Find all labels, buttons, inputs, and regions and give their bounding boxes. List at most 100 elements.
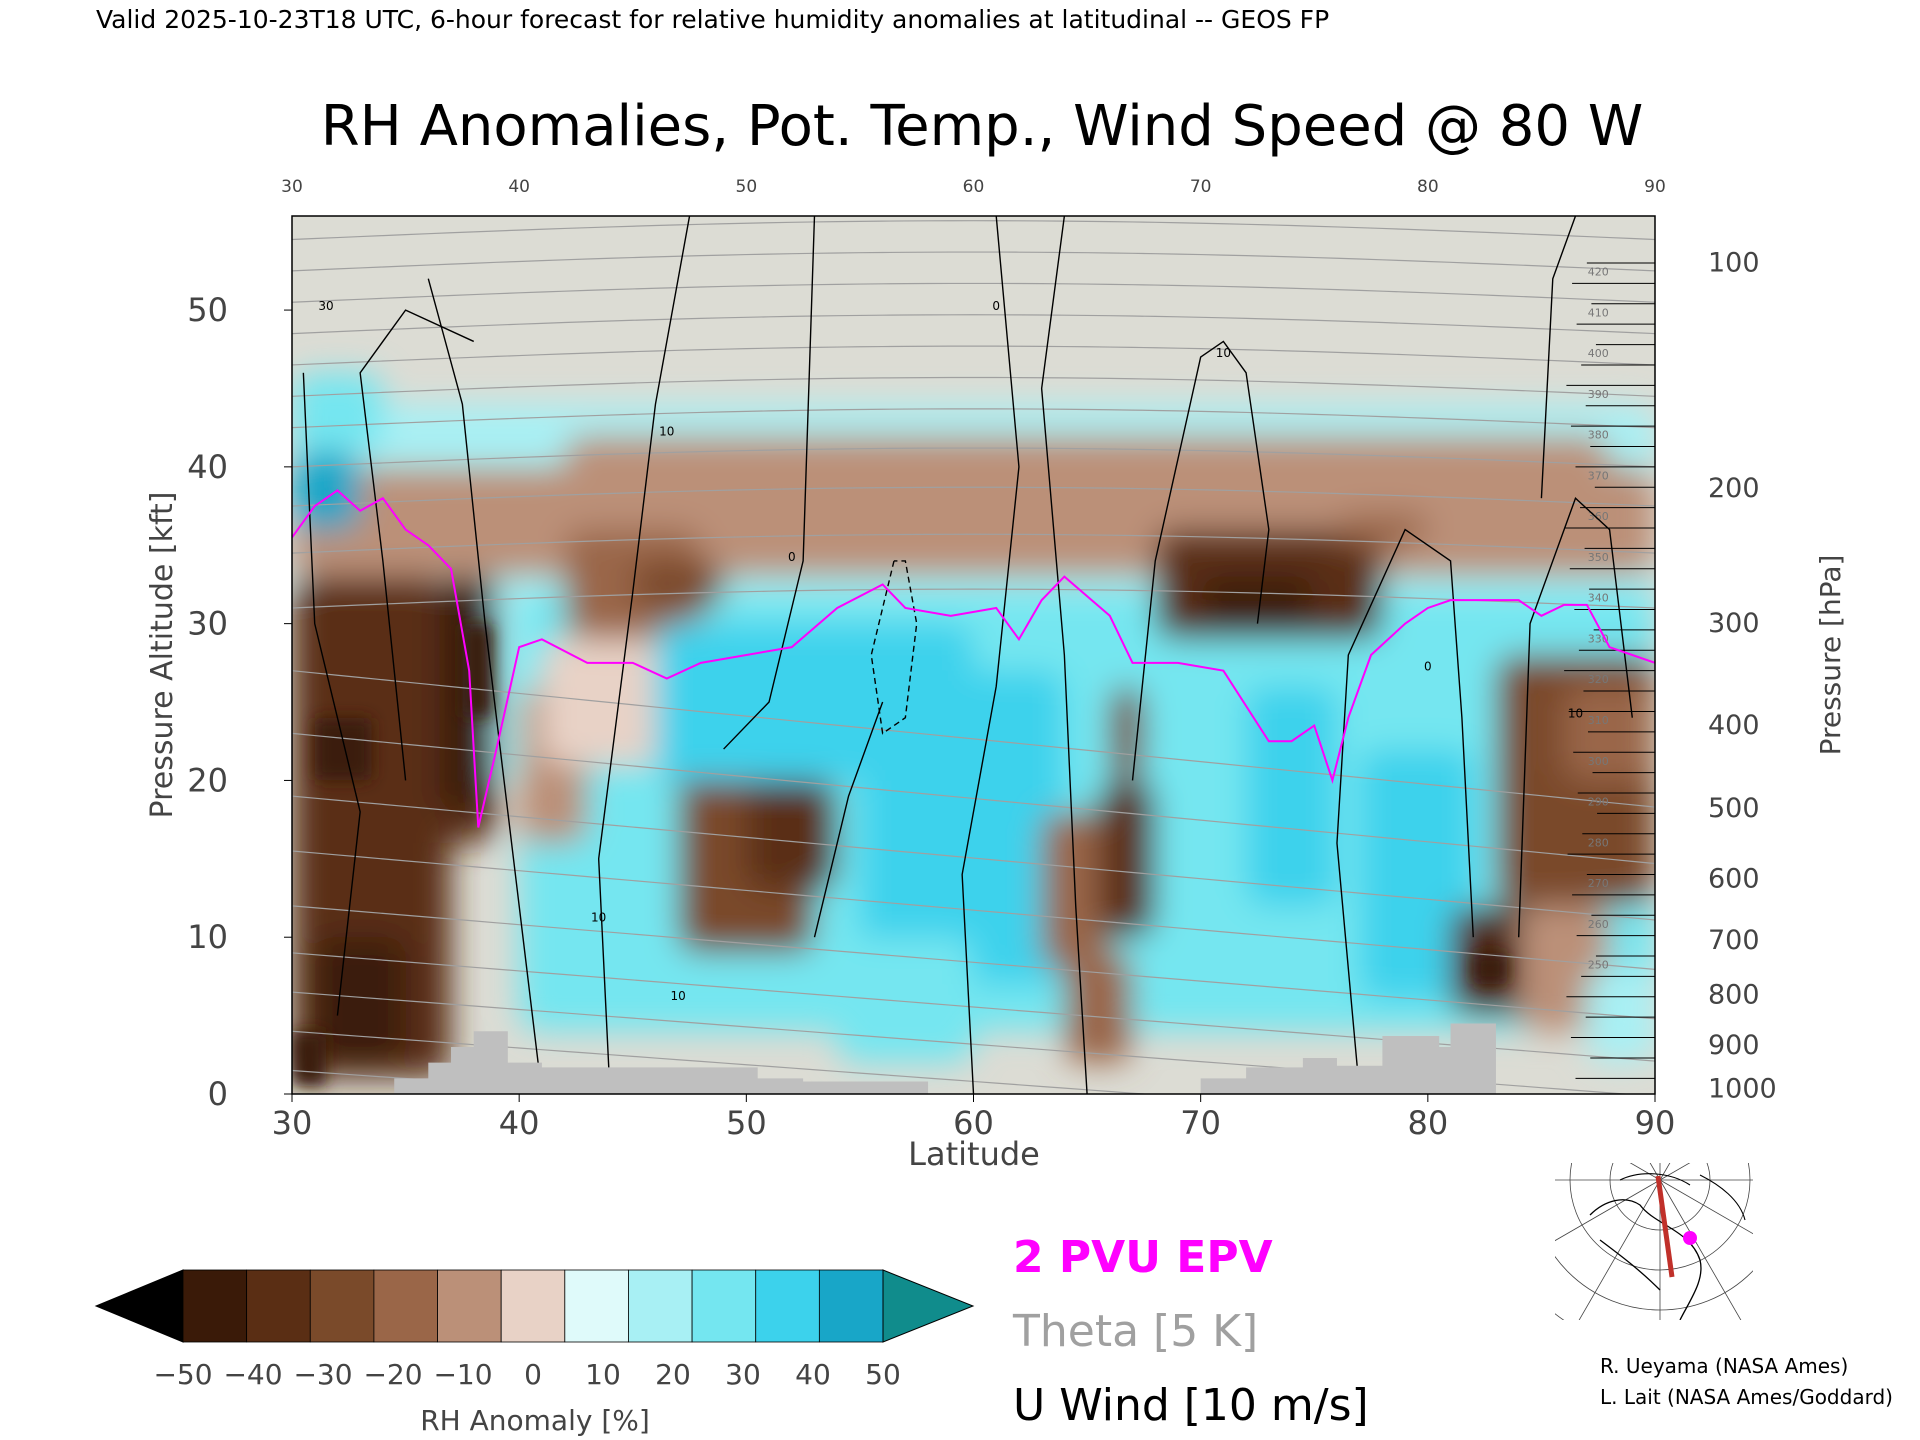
x-tick-label-top: 50 xyxy=(736,177,758,197)
colorbar-low-extend xyxy=(94,1269,184,1343)
pressure-tick-label: 200 xyxy=(1708,473,1760,504)
rh-blob xyxy=(564,435,1610,530)
wind-label: 10 xyxy=(671,989,686,1003)
colorbar-tick-label: −40 xyxy=(223,1358,282,1391)
map-marker xyxy=(1683,1231,1697,1245)
wind-contour xyxy=(302,372,361,1016)
credit-line-1: R. Ueyama (NASA Ames) xyxy=(1600,1354,1848,1378)
colorbar-swatch xyxy=(309,1269,375,1343)
rh-blob xyxy=(1246,686,1337,906)
theta-label: 310 xyxy=(1588,714,1609,727)
wind-contour xyxy=(1518,496,1633,938)
theta-line xyxy=(292,345,1655,366)
terrain-mask xyxy=(292,1023,1655,1094)
map-cross-section xyxy=(1655,1175,1675,1278)
rh-blob xyxy=(1064,952,1133,1063)
pressure-tick-label: 100 xyxy=(1708,247,1760,278)
colorbar-swatch xyxy=(373,1269,438,1343)
rh-blob xyxy=(314,937,406,1063)
map-meridian xyxy=(1555,1179,1661,1242)
y-tick-label: 40 xyxy=(187,448,228,486)
theta-line xyxy=(292,282,1655,303)
rh-blob xyxy=(837,937,974,1063)
x-tick-label-top: 90 xyxy=(1644,177,1666,197)
theta-line xyxy=(292,486,1655,507)
y-tick-label: 0 xyxy=(208,1075,228,1113)
rh-blob xyxy=(1564,686,1655,781)
wind-contour xyxy=(597,216,691,1094)
colorbar-high-extend xyxy=(882,1269,975,1343)
legend-theta: Theta [5 K] xyxy=(1012,1306,1258,1357)
colorbar-swatch xyxy=(564,1269,629,1343)
wind-contour xyxy=(1131,340,1270,781)
pressure-tick-label: 600 xyxy=(1708,864,1760,895)
theta-line xyxy=(292,588,1655,609)
theta-label: 400 xyxy=(1588,347,1609,360)
x-tick-label: 90 xyxy=(1635,1104,1676,1142)
colorbar-tick-label: −20 xyxy=(363,1358,422,1391)
rh-core xyxy=(314,717,372,781)
wind-label: 10 xyxy=(591,911,606,925)
wind-contour xyxy=(1540,216,1577,499)
wind-contour xyxy=(813,701,884,938)
theta-line xyxy=(292,314,1655,335)
rh-core xyxy=(1473,952,1508,985)
pressure-tick-label: 900 xyxy=(1708,1030,1760,1061)
rh-blob xyxy=(1359,749,1474,1000)
y-axis-right: 100 200 300 400 500 600 700 800 900 1000 xyxy=(1708,247,1777,1104)
wind-contour xyxy=(1040,216,1088,1094)
theta-line xyxy=(292,533,1655,554)
locator-map xyxy=(1555,1163,1753,1320)
theta-line xyxy=(292,408,1655,429)
x-tick-label-top: 40 xyxy=(508,177,530,197)
theta-label: 380 xyxy=(1588,429,1609,442)
epv-2pvu-line xyxy=(292,489,1655,828)
theta-label: 290 xyxy=(1588,796,1609,809)
x-tick-label-top: 60 xyxy=(963,177,985,197)
pressure-tick-label: 700 xyxy=(1708,925,1760,956)
colorbar-swatch xyxy=(246,1269,311,1343)
theta-line xyxy=(292,732,1655,865)
legend-wind: U Wind [10 m/s] xyxy=(1013,1380,1369,1431)
x-tick-label-top: 80 xyxy=(1417,177,1439,197)
x-tick-label: 50 xyxy=(726,1104,767,1142)
x-tick-label: 40 xyxy=(499,1104,540,1142)
colorbar-swatch xyxy=(628,1269,693,1343)
valid-time-header: Valid 2025-10-23T18 UTC, 6-hour forecast… xyxy=(96,5,1329,34)
y-axis-left: 0 10 20 30 40 50 xyxy=(187,291,292,1113)
rh-blob xyxy=(1098,780,1156,938)
y-axis-label-right: Pressure [hPa] xyxy=(1814,555,1847,756)
map-meridian xyxy=(1659,1179,1753,1235)
theta-label: 410 xyxy=(1588,306,1609,319)
u-wind-contours: 10 0 0 10 0 10 30 10 10 xyxy=(302,216,1633,1094)
colorbar-tick-label: 10 xyxy=(585,1358,621,1391)
colorbar-label: RH Anomaly [%] xyxy=(420,1404,650,1437)
colorbar-tick-label: 20 xyxy=(655,1358,691,1391)
theta-label: 270 xyxy=(1588,877,1609,890)
wind-contour-negative xyxy=(870,560,918,735)
colorbar: −50 −40 −30 −20 −10 0 10 20 30 40 50 xyxy=(94,1269,975,1391)
theta-line xyxy=(292,447,1655,468)
wind-label: 30 xyxy=(318,299,333,313)
x-tick-label: 70 xyxy=(1180,1104,1221,1142)
theta-label: 320 xyxy=(1588,673,1609,686)
theta-label: 280 xyxy=(1588,836,1609,849)
colorbar-tick-label: 30 xyxy=(725,1358,761,1391)
theta-label: 250 xyxy=(1588,959,1609,972)
colorbar-swatch xyxy=(500,1269,566,1343)
wind-label: 0 xyxy=(1424,660,1432,674)
x-axis-label: Latitude xyxy=(908,1135,1040,1173)
pressure-tick-label: 800 xyxy=(1708,980,1760,1011)
chart-title: RH Anomalies, Pot. Temp., Wind Speed @ 8… xyxy=(321,94,1643,159)
wind-contour xyxy=(359,309,475,781)
wind-contour xyxy=(723,216,816,750)
pressure-tick-label: 300 xyxy=(1708,608,1760,639)
y-tick-label: 10 xyxy=(187,918,228,956)
wind-contour xyxy=(961,216,1020,1094)
rh-blob xyxy=(292,451,361,530)
y-tick-label: 30 xyxy=(187,605,228,643)
rh-core xyxy=(292,1031,327,1087)
x-tick-label: 30 xyxy=(272,1104,313,1142)
colorbar-swatch xyxy=(755,1269,820,1343)
